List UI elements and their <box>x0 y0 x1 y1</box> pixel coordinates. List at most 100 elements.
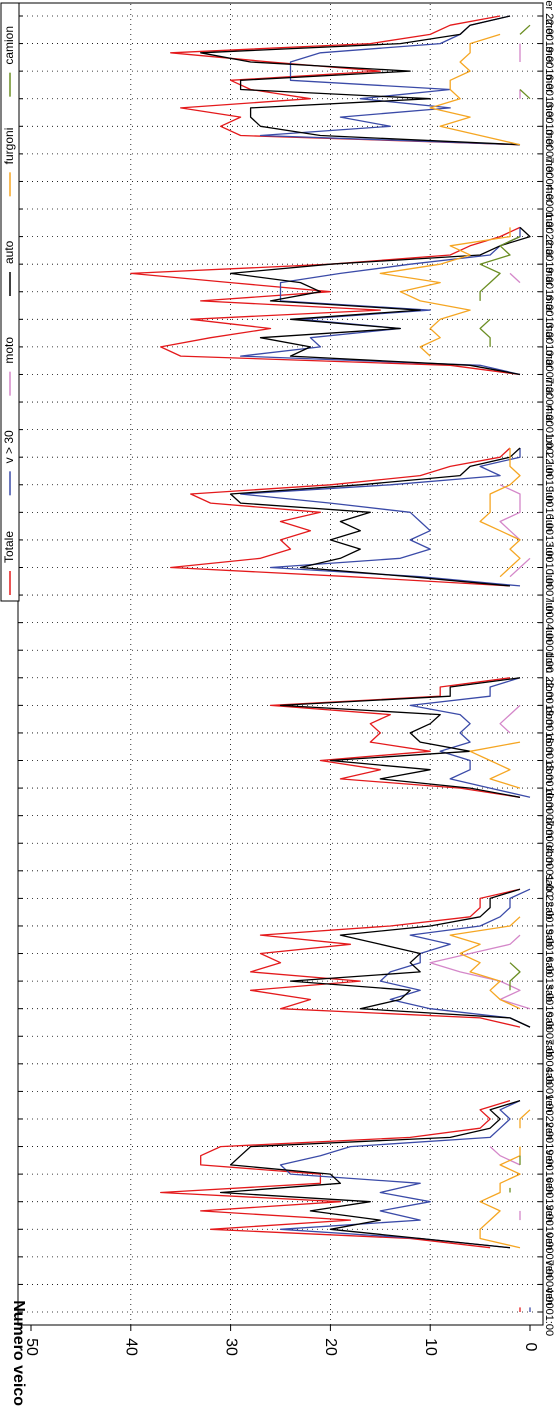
x-tick-label: sab 10:00 <box>543 985 555 1033</box>
series-line-v-30 <box>379 888 531 1028</box>
legend: Totale v > 30 moto auto furgoni camion <box>0 2 20 602</box>
series-line-moto <box>489 1146 521 1166</box>
x-tick-label: ven 07:00 <box>543 1233 555 1281</box>
series-line-totale <box>170 447 511 587</box>
series-line-camion <box>519 89 531 100</box>
x-tick-label: mer 19:00 <box>543 19 555 69</box>
y-tick-labels: 0 10 20 30 40 50 <box>23 1338 539 1356</box>
x-tick-label: dom 07:00 <box>543 790 555 842</box>
legend-label: auto <box>2 240 16 264</box>
series-line-v-30 <box>409 677 531 798</box>
x-tick-label: ven 10:00 <box>543 1205 555 1253</box>
plot-background <box>18 3 543 1325</box>
legend-label: v > 30 <box>2 430 16 463</box>
x-tick-label: sab 22:00 <box>543 874 555 922</box>
series-lines <box>130 15 531 1312</box>
series-line-moto <box>499 704 521 734</box>
x-tick-label: mer 13:00 <box>543 74 555 124</box>
series-line-furgoni <box>429 33 521 146</box>
x-tick-label: sab 19:00 <box>543 902 555 950</box>
plot-frame <box>17 2 544 1326</box>
x-tick-label: lun 13:00 <box>543 517 555 562</box>
x-tick-label: lun 19:00 <box>543 462 555 507</box>
x-tick-label: mar 16:00 <box>543 267 555 317</box>
series-line-camion <box>479 236 521 301</box>
series-line-auto <box>200 15 521 146</box>
x-tick-label: mar 22:00 <box>543 212 555 262</box>
y-tick-label: 50 <box>23 1338 40 1356</box>
y-tick-label: 30 <box>222 1338 239 1356</box>
series-line-totale <box>130 226 521 376</box>
x-tick-label: mer 07:00 <box>543 129 555 179</box>
series-line-furgoni <box>519 1109 531 1129</box>
series-line-auto <box>289 888 531 1028</box>
y-tick-label: 0 <box>522 1343 539 1352</box>
y-axis-label: Numero veicoli all'ora <box>10 1300 27 1407</box>
x-tick-label: ven 13:00 <box>543 1178 555 1226</box>
x-tick-label: mar 07:00 <box>543 350 555 400</box>
x-tick-label: ven 22:00 <box>543 1095 555 1143</box>
x-tick-label: sab 16:00 <box>543 929 555 977</box>
x-tick-label: sab 07:00 <box>543 1012 555 1060</box>
series-line-camion <box>479 318 491 347</box>
series-line-camion <box>519 24 531 35</box>
series-line-totale <box>170 15 521 146</box>
series-line-v-30 <box>259 15 521 146</box>
x-tick-label: sab 01:00 <box>543 1067 555 1115</box>
y-tick-label: 40 <box>123 1338 140 1356</box>
y-tick-label: 10 <box>422 1338 439 1356</box>
x-tick-label: mar 04:00 <box>543 377 555 427</box>
x-tick-label: ven 19:00 <box>543 1122 555 1170</box>
x-tick-label: dom 19:00 <box>543 679 555 731</box>
x-tick-label: dom 04:00 <box>543 817 555 869</box>
x-tick-label: mar 10:00 <box>543 322 555 372</box>
x-tick-label: dom 10:00 <box>543 762 555 814</box>
series-line-v-30 <box>239 448 521 587</box>
x-tick-label: mer 01:00 <box>543 184 555 234</box>
series-line-furgoni <box>469 741 521 789</box>
series-line-totale <box>249 888 521 1028</box>
series-line-moto <box>499 484 521 541</box>
series-line-camion <box>509 962 521 991</box>
x-tick-label: sab 13:00 <box>543 957 555 1005</box>
legend-box <box>0 2 20 602</box>
x-tick-label: dom 13:00 <box>543 735 555 787</box>
series-line-auto <box>229 447 521 587</box>
legend-label: Totale <box>2 531 16 563</box>
legend-label: camion <box>2 26 16 65</box>
x-tick-label: lun 07:00 <box>543 572 555 617</box>
series-line-totale <box>160 1099 511 1249</box>
x-tick-label: dom 16:00 <box>543 707 555 759</box>
legend-label: furgoni <box>2 128 16 165</box>
x-tick-label: mar 13:00 <box>543 295 555 345</box>
series-line-auto <box>219 1099 521 1249</box>
x-tick-label: ven 04:00 <box>543 1260 555 1308</box>
x-tick-label: mar 01:00 <box>543 405 555 455</box>
series-line-auto <box>229 226 531 376</box>
series-line-moto <box>509 272 521 284</box>
grid <box>18 3 543 1325</box>
series-line-furgoni <box>449 916 521 1010</box>
series-line-v-30 <box>279 1100 521 1249</box>
series-line-furgoni <box>379 227 511 357</box>
series-line-furgoni <box>479 448 521 578</box>
y-tick-label: 20 <box>322 1338 339 1356</box>
series-line-moto <box>509 557 531 578</box>
x-tick-label: mer 16:00 <box>543 46 555 96</box>
x-tick-label: sab 04:00 <box>543 1040 555 1088</box>
x-tick-label: mer 22:00 <box>543 0 555 41</box>
x-tick-label: dom 22:00 <box>543 652 555 704</box>
x-tick-label: lun 01:00 <box>543 628 555 673</box>
series-line-furgoni <box>479 1146 521 1249</box>
x-tick-label: mer 04:00 <box>543 157 555 207</box>
x-tick-label: lun 10:00 <box>543 545 555 590</box>
legend-label: moto <box>2 337 16 364</box>
series-line-auto <box>279 677 521 798</box>
series-line-moto <box>429 934 531 1010</box>
x-tick-label: dom 01:00 <box>543 845 555 897</box>
x-tick-label: ven 01:00 <box>543 1288 555 1336</box>
x-tick-label: lun 16:00 <box>543 490 555 535</box>
